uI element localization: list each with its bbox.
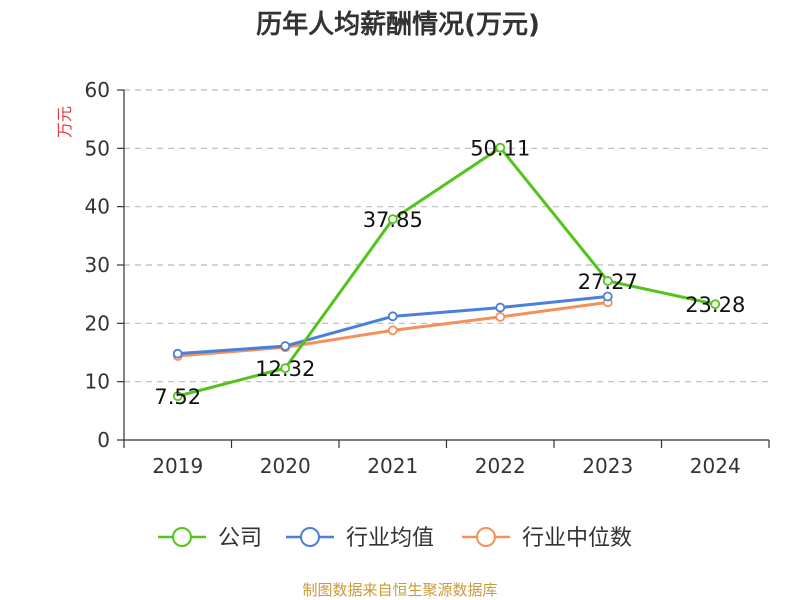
data-point: [172, 391, 183, 402]
data-label: 23.28: [685, 293, 745, 317]
chart-title: 历年人均薪酬情况(万元): [256, 9, 540, 40]
x-tick-label: 2020: [260, 454, 311, 478]
data-point: [387, 214, 398, 225]
data-point: [387, 325, 398, 336]
legend-marker: [172, 527, 192, 547]
data-point: [495, 142, 506, 153]
data-label: 12.32: [255, 357, 315, 381]
y-tick-label: 10: [85, 370, 110, 394]
x-tick-label: 2023: [582, 454, 633, 478]
y-tick-label: 60: [85, 78, 110, 102]
series-line: [177, 295, 608, 356]
data-label: 37.85: [363, 208, 423, 232]
data-point: [280, 363, 291, 374]
data-point: [387, 311, 398, 322]
gridlines: [124, 89, 769, 383]
legend-item[interactable]: 公司: [158, 526, 262, 551]
data-label: 27.27: [578, 270, 638, 294]
y-tick-label: 0: [97, 428, 110, 452]
legend-item[interactable]: 行业均值: [286, 526, 434, 551]
x-tick-label: 2019: [152, 454, 203, 478]
data-point: [495, 302, 506, 313]
data-point: [172, 348, 183, 359]
data-label: 7.52: [154, 385, 201, 409]
y-tick-label: 50: [85, 136, 110, 160]
data-point: [602, 276, 613, 286]
x-tick-label: 2021: [367, 454, 418, 478]
legend: 公司 行业均值 行业中位数: [158, 526, 632, 551]
legend-label: 行业均值: [346, 526, 434, 551]
source-note: 制图数据来自恒生聚源数据库: [302, 581, 497, 599]
data-point: [710, 299, 721, 310]
legend-label: 公司: [218, 526, 262, 551]
legend-marker: [300, 527, 320, 547]
series-layer: [172, 142, 721, 402]
legend-marker: [476, 527, 496, 547]
legend-label: 行业中位数: [522, 526, 632, 551]
y-tick-label: 40: [85, 195, 110, 219]
axes: 0 10 20 30 40 50 60 2019 2020 2021 2022 2023 2024: [85, 78, 770, 478]
y-tick-label: 30: [85, 253, 110, 277]
series-line: [177, 146, 716, 398]
data-label: 50.11: [470, 137, 530, 161]
y-axis-label: 万元: [55, 106, 74, 138]
x-tick-label: 2024: [690, 454, 741, 478]
data-labels: 7.52 12.32 37.85 50.11 27.27 23.28: [154, 137, 745, 409]
y-tick-label: 20: [85, 311, 110, 335]
data-point: [495, 312, 506, 322]
data-point: [602, 291, 613, 302]
legend-item[interactable]: 行业中位数: [462, 526, 632, 551]
data-point: [280, 341, 291, 351]
x-tick-label: 2022: [475, 454, 526, 478]
